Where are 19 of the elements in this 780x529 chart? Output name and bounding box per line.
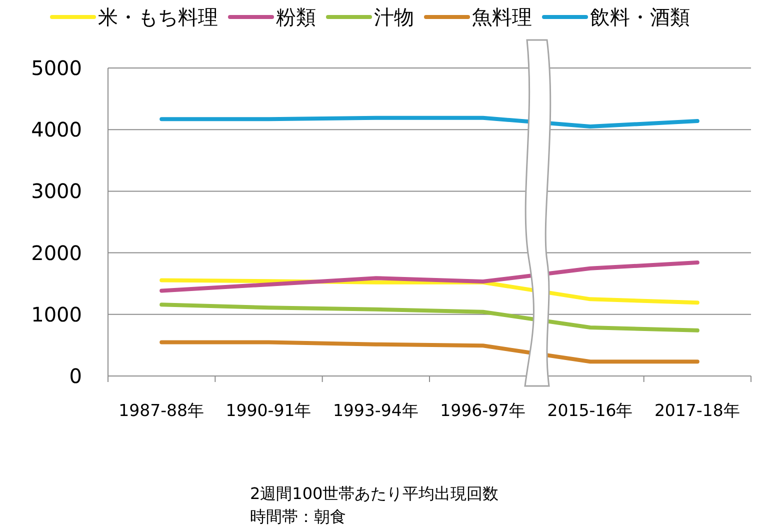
text: 時間帯：朝食 bbox=[250, 507, 346, 526]
y-tick-label: 0 bbox=[69, 364, 82, 388]
y-tick-label: 5000 bbox=[31, 56, 82, 80]
legend-label: 飲料・酒類 bbox=[590, 5, 690, 29]
x-tick-label: 1990-91年 bbox=[226, 401, 312, 420]
legend-label: 魚料理 bbox=[472, 5, 532, 29]
x-tick-label: 2017-18年 bbox=[654, 401, 740, 420]
x-tick-label: 1996-97年 bbox=[440, 401, 526, 420]
y-tick-label: 3000 bbox=[31, 179, 82, 204]
legend-label: 汁物 bbox=[374, 5, 414, 29]
legend-label: 米・もち料理 bbox=[98, 5, 218, 29]
text: 2週間100世帯あたり平均出現回数 bbox=[250, 484, 499, 503]
x-tick-label: 1993-94年 bbox=[332, 401, 419, 420]
x-tick-label: 2015-16年 bbox=[547, 401, 634, 420]
y-tick-label: 4000 bbox=[31, 118, 82, 142]
x-tick-label: 1987-88年 bbox=[118, 401, 205, 420]
y-tick-label: 1000 bbox=[31, 302, 82, 326]
y-tick-label: 2000 bbox=[31, 240, 82, 265]
legend-label: 粉類 bbox=[276, 5, 316, 29]
